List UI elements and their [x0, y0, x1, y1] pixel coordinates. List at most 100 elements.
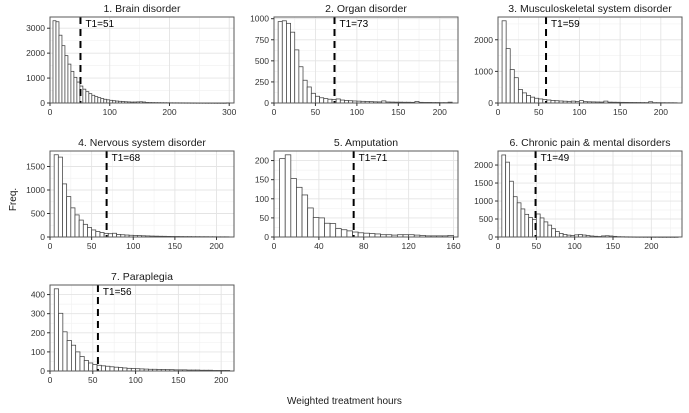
t1-annotation: T1=51: [85, 19, 114, 30]
histogram-bar: [105, 365, 111, 372]
x-tick-label: 50: [532, 241, 542, 251]
y-tick-label: 200: [31, 328, 45, 338]
histogram-bar: [88, 362, 94, 372]
y-tick-label: 100: [255, 194, 269, 204]
y-tick-label: 2000: [474, 35, 493, 45]
y-tick-label: 0: [264, 232, 269, 242]
histogram-bar: [73, 76, 78, 104]
histogram-bar: [79, 356, 85, 372]
panel-title: 4. Nervous system disorder: [78, 137, 206, 149]
panels-grid: T1=51 1. Brain disorder 0 100 200 300 0 1000 200…: [16, 2, 688, 404]
histogram-bar: [306, 86, 312, 104]
histogram-bar: [55, 21, 60, 104]
histogram-bar: [53, 288, 59, 372]
histogram-bar: [558, 233, 564, 238]
histogram-bar: [70, 70, 75, 104]
histogram-bar: [52, 20, 57, 104]
y-tick-label: 1000: [250, 14, 269, 24]
histogram-bar: [92, 364, 98, 372]
histogram-bar: [109, 366, 115, 372]
histogram-bar: [67, 63, 72, 104]
t1-annotation: T1=59: [551, 19, 580, 30]
histogram-bar: [547, 224, 553, 238]
histogram-bar: [279, 158, 286, 238]
histogram-bar: [530, 96, 536, 104]
x-axis-title: Weighted treatment hours: [287, 396, 402, 407]
histogram-bar: [57, 156, 63, 238]
histogram-bar: [505, 48, 511, 104]
histogram-bar: [70, 207, 76, 238]
histogram-bar: [363, 232, 370, 238]
panel-border: [49, 284, 235, 372]
histogram-bar: [281, 20, 287, 104]
histogram-bar: [118, 367, 124, 372]
histogram-bar: [509, 69, 515, 104]
x-tick-label: 80: [359, 241, 369, 251]
histogram-bar: [524, 213, 530, 238]
histogram-bar: [78, 219, 84, 238]
histogram-bar: [522, 92, 527, 104]
x-tick-label: 150: [613, 107, 627, 117]
histogram-bar: [312, 217, 320, 238]
y-tick-label: 150: [255, 175, 269, 185]
y-tick-label: 1500: [26, 162, 45, 172]
histogram-bar: [329, 223, 337, 238]
y-tick-label: 1000: [474, 196, 493, 206]
x-tick-label: 200: [644, 241, 658, 251]
x-tick-label: 0: [48, 107, 53, 117]
y-tick-label: 50: [260, 213, 270, 223]
histogram-panel-6: T1=49 6. Chronic pain & mental disorders 0…: [474, 137, 683, 251]
y-tick-label: 100: [31, 347, 45, 357]
y-tick-label: 0: [488, 232, 493, 242]
y-tick-label: 1000: [474, 66, 493, 76]
x-tick-label: 100: [103, 107, 117, 117]
x-tick-label: 100: [126, 241, 140, 251]
panel-title: 5. Amputation: [334, 137, 398, 149]
panel-border: [49, 16, 235, 104]
histogram-bar: [346, 230, 353, 238]
histogram-bar: [61, 45, 66, 104]
histogram-bar: [516, 202, 522, 238]
histogram-bar: [520, 208, 526, 238]
histogram-bar: [74, 214, 80, 238]
y-tick-label: 0: [40, 366, 45, 376]
histogram-bar: [58, 312, 64, 372]
histogram-bar: [94, 96, 99, 104]
histogram-bar: [340, 229, 348, 238]
histogram-panel-3: T1=59 3. Musculoskeletal system disorder 0…: [474, 3, 683, 117]
x-tick-label: 150: [168, 241, 182, 251]
x-tick-label: 50: [87, 241, 97, 251]
y-tick-label: 1000: [26, 185, 45, 195]
x-tick-label: 100: [350, 107, 364, 117]
x-tick-label: 200: [654, 107, 668, 117]
y-tick-label: 250: [255, 77, 269, 87]
histogram-bar: [551, 228, 556, 238]
x-tick-label: 100: [568, 241, 582, 251]
histogram-bar: [301, 194, 309, 238]
histogram-bar: [535, 213, 541, 238]
histogram-bar: [310, 92, 316, 104]
histogram-bar: [335, 228, 342, 238]
y-tick-label: 3000: [26, 23, 45, 33]
histogram-bar: [296, 186, 303, 238]
t1-annotation: T1=56: [103, 287, 132, 298]
histogram-bar: [318, 217, 325, 238]
histogram-bar: [64, 55, 69, 104]
histogram-bar: [85, 91, 90, 104]
histogram-bar: [501, 154, 507, 238]
t1-annotation: T1=49: [541, 153, 570, 164]
panel-title: 1. Brain disorder: [103, 3, 181, 15]
histogram-bar: [87, 227, 93, 238]
y-tick-label: 400: [31, 290, 45, 300]
y-tick-label: 1000: [26, 73, 45, 83]
histogram-bar: [555, 231, 560, 238]
histogram-bar: [319, 97, 325, 104]
histogram-bar: [501, 20, 507, 104]
x-tick-label: 150: [171, 375, 185, 385]
histogram-bar: [526, 95, 531, 104]
panel-border: [49, 150, 235, 238]
x-tick-label: 160: [446, 241, 460, 251]
histogram-bar: [538, 98, 544, 104]
histogram-bar: [83, 360, 89, 372]
